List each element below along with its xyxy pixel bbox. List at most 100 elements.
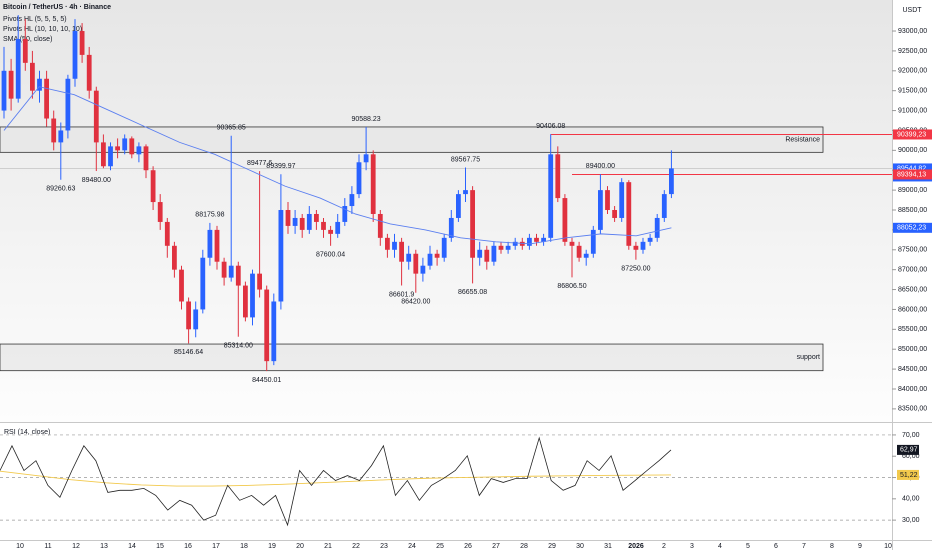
candle-body	[569, 241, 575, 246]
price-tag	[893, 222, 932, 233]
x-tick-label: 8	[830, 543, 834, 550]
pivot-label: 86806.50	[557, 283, 586, 290]
candle-body	[172, 245, 177, 270]
candle-body	[186, 301, 191, 330]
candle-body	[250, 273, 255, 318]
candle-body	[143, 146, 149, 171]
pivot-label: 87600.04	[316, 252, 345, 259]
y-tick-label: 90000,00	[898, 147, 927, 154]
x-tick-label: 27	[492, 543, 500, 550]
x-tick-label: 7	[802, 543, 806, 550]
pivot-label: 89567.75	[451, 156, 480, 163]
y-tick-label: 70,00	[902, 432, 920, 439]
candle-body	[30, 62, 35, 91]
ma-line	[3, 86, 672, 245]
x-tick-label: 13	[100, 543, 108, 550]
candle-body	[285, 210, 291, 226]
candle-body	[157, 202, 163, 222]
candle-body	[299, 217, 305, 230]
candle-body	[136, 146, 142, 155]
candle-body	[243, 285, 248, 318]
candle-body	[669, 168, 674, 195]
pivot-label: 89260.63	[46, 186, 75, 193]
x-tick-label: 21	[324, 543, 332, 550]
y-tick-label: 88500,00	[898, 207, 927, 214]
y-tick-label: 85500,00	[898, 326, 927, 333]
candle-body	[292, 217, 298, 226]
x-tick-label: 5	[746, 543, 750, 550]
candle-body	[264, 289, 270, 362]
candle-body	[456, 194, 461, 218]
candle-body	[1, 70, 7, 111]
candle-body	[79, 31, 85, 55]
candle-body	[477, 249, 483, 258]
candle-body	[356, 162, 362, 195]
candle-body	[257, 273, 262, 290]
pivot-label: 85314.00	[224, 343, 253, 350]
x-tick-label: 6	[774, 543, 778, 550]
pivot-label: 89477.6	[247, 160, 272, 167]
candle-body	[86, 54, 92, 91]
rsi-tag-label: 62,97	[900, 447, 918, 454]
rsi-pane	[0, 423, 892, 541]
y-tick-label: 87500,00	[898, 247, 927, 254]
candle-body	[406, 253, 412, 262]
candle-body	[15, 38, 21, 99]
candle-body	[349, 194, 355, 207]
zone-label: Resistance	[785, 136, 820, 143]
candle-body	[271, 301, 277, 362]
candle-body	[72, 31, 78, 79]
candle-body	[235, 265, 241, 286]
candle-body	[519, 241, 525, 246]
candle-body	[8, 70, 14, 99]
candle-body	[562, 198, 568, 242]
candle-body	[58, 130, 64, 143]
y-tick-label: 86500,00	[898, 286, 927, 293]
candle-body	[335, 221, 341, 234]
pivot-label: 85146.64	[174, 349, 203, 356]
y-tick-label: 89000,00	[898, 187, 927, 194]
candle-body	[576, 245, 582, 258]
x-tick-label: 2026	[628, 543, 644, 550]
candle-body	[214, 229, 220, 262]
rsi-title: RSI (14, close)	[4, 429, 50, 436]
pivot-label: 86655.08	[458, 289, 487, 296]
candle-body	[534, 237, 539, 242]
y-tick-label: 83500,00	[898, 406, 927, 413]
candle-body	[314, 213, 319, 222]
zone-label: support	[797, 354, 820, 361]
candle-body	[626, 182, 632, 246]
pivot-label: 89400.00	[586, 163, 615, 170]
pivot-label: 86601.9	[389, 291, 414, 298]
x-tick-label: 18	[240, 543, 248, 550]
pivot-label: 90406.08	[536, 123, 565, 130]
x-tick-label: 4	[718, 543, 722, 550]
x-tick-label: 3	[690, 543, 694, 550]
y-tick-label: 92500,00	[898, 48, 927, 55]
x-tick-label: 19	[268, 543, 276, 550]
price-tag-label: 89394,13	[897, 171, 926, 178]
pivot-label: 89480.00	[82, 177, 111, 184]
x-tick-label: 11	[44, 543, 51, 550]
x-tick-label: 10	[884, 543, 892, 550]
candle-body	[505, 245, 511, 250]
x-tick-label: 20	[296, 543, 304, 550]
candle-body	[207, 229, 213, 258]
pivot-label: 88175.98	[195, 212, 224, 219]
candle-body	[328, 229, 333, 234]
y-tick-label: 91500,00	[898, 88, 927, 95]
rsi-line	[0, 436, 672, 527]
x-tick-label: 16	[184, 543, 192, 550]
candle-body	[512, 241, 518, 246]
x-tick-label: 12	[72, 543, 80, 550]
candle-body	[129, 138, 135, 155]
candle-body	[22, 38, 28, 63]
candle-body	[51, 118, 57, 143]
candle-body	[221, 261, 227, 278]
price-tag-label: 90399,23	[897, 131, 926, 138]
candle-body	[164, 221, 170, 246]
x-tick-label: 25	[436, 543, 444, 550]
candle-body	[463, 190, 468, 195]
candle-body	[647, 237, 653, 242]
